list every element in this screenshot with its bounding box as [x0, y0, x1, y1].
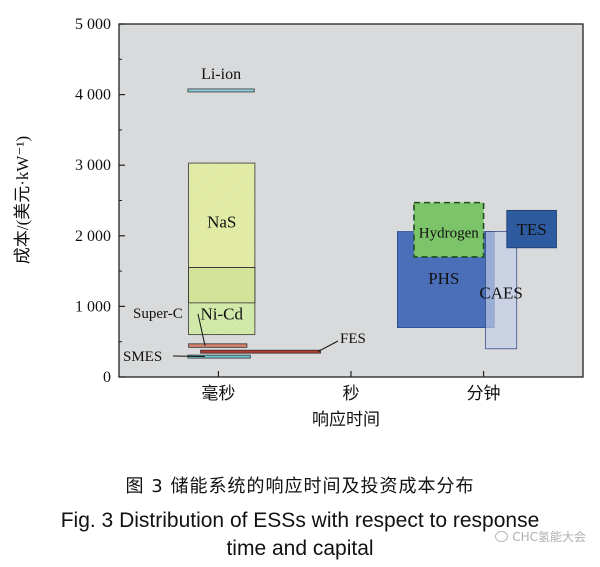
y-tick-label: 1 000: [75, 298, 111, 315]
series-label-li-ion: Li-ion: [201, 66, 241, 83]
x-tick-label: 毫秒: [201, 384, 235, 403]
bar-super-c: [188, 343, 248, 348]
series-label-phs: PHS: [428, 269, 459, 288]
series-label-hydrogen: Hydrogen: [419, 226, 479, 242]
chart: Li-ion NaS Ni-Cd PHS CAES Hydrogen TES Super-C S…: [13, 16, 584, 429]
y-axis-label: 成本/(美元·kW⁻¹): [13, 136, 32, 264]
bar-hydrogen: [413, 201, 485, 258]
series-label-nas: NaS: [207, 213, 236, 232]
series-label-ni-cd: Ni-Cd: [200, 304, 243, 323]
series-label-smes: SMES: [123, 349, 162, 365]
y-tick-label: 4 000: [75, 87, 111, 104]
x-axis-label: 响应时间: [312, 410, 380, 429]
caption-en: Fig. 3 Distribution of ESSs with respect…: [0, 507, 600, 563]
series-label-caes: CAES: [479, 283, 522, 302]
x-tick-label: 秒: [343, 384, 360, 403]
leader-line-fes: [317, 340, 339, 353]
y-tick-label: 5 000: [75, 16, 111, 33]
bar-caes: [485, 231, 518, 350]
bar-tes: [506, 209, 557, 249]
bar-li-ion: [187, 88, 255, 93]
series-label-super-c: Super-C: [133, 306, 183, 322]
bar-nas-nicd-overlap: [188, 267, 256, 304]
watermark: CHC氢能大会: [495, 528, 586, 545]
caption-en-line2: time and capital: [226, 537, 374, 560]
y-tick-label: 2 000: [75, 228, 111, 245]
series-label-tes: TES: [517, 220, 547, 239]
bar-fes: [200, 349, 321, 354]
leader-line-super-c: [197, 313, 206, 346]
y-tick-label: 3 000: [75, 157, 111, 174]
wechat-icon: [495, 531, 509, 542]
y-tick-label: 0: [103, 369, 111, 386]
watermark-text: CHC氢能大会: [512, 530, 586, 544]
caption-en-line1: Fig. 3 Distribution of ESSs with respect…: [60, 509, 540, 532]
series-label-fes: FES: [340, 331, 366, 347]
caption-cn: 图 3 储能系统的响应时间及投资成本分布: [125, 476, 475, 497]
x-tick-label: 分钟: [467, 384, 501, 403]
bar-hatch-nas: [188, 163, 255, 268]
leader-line-smes: [172, 355, 206, 358]
